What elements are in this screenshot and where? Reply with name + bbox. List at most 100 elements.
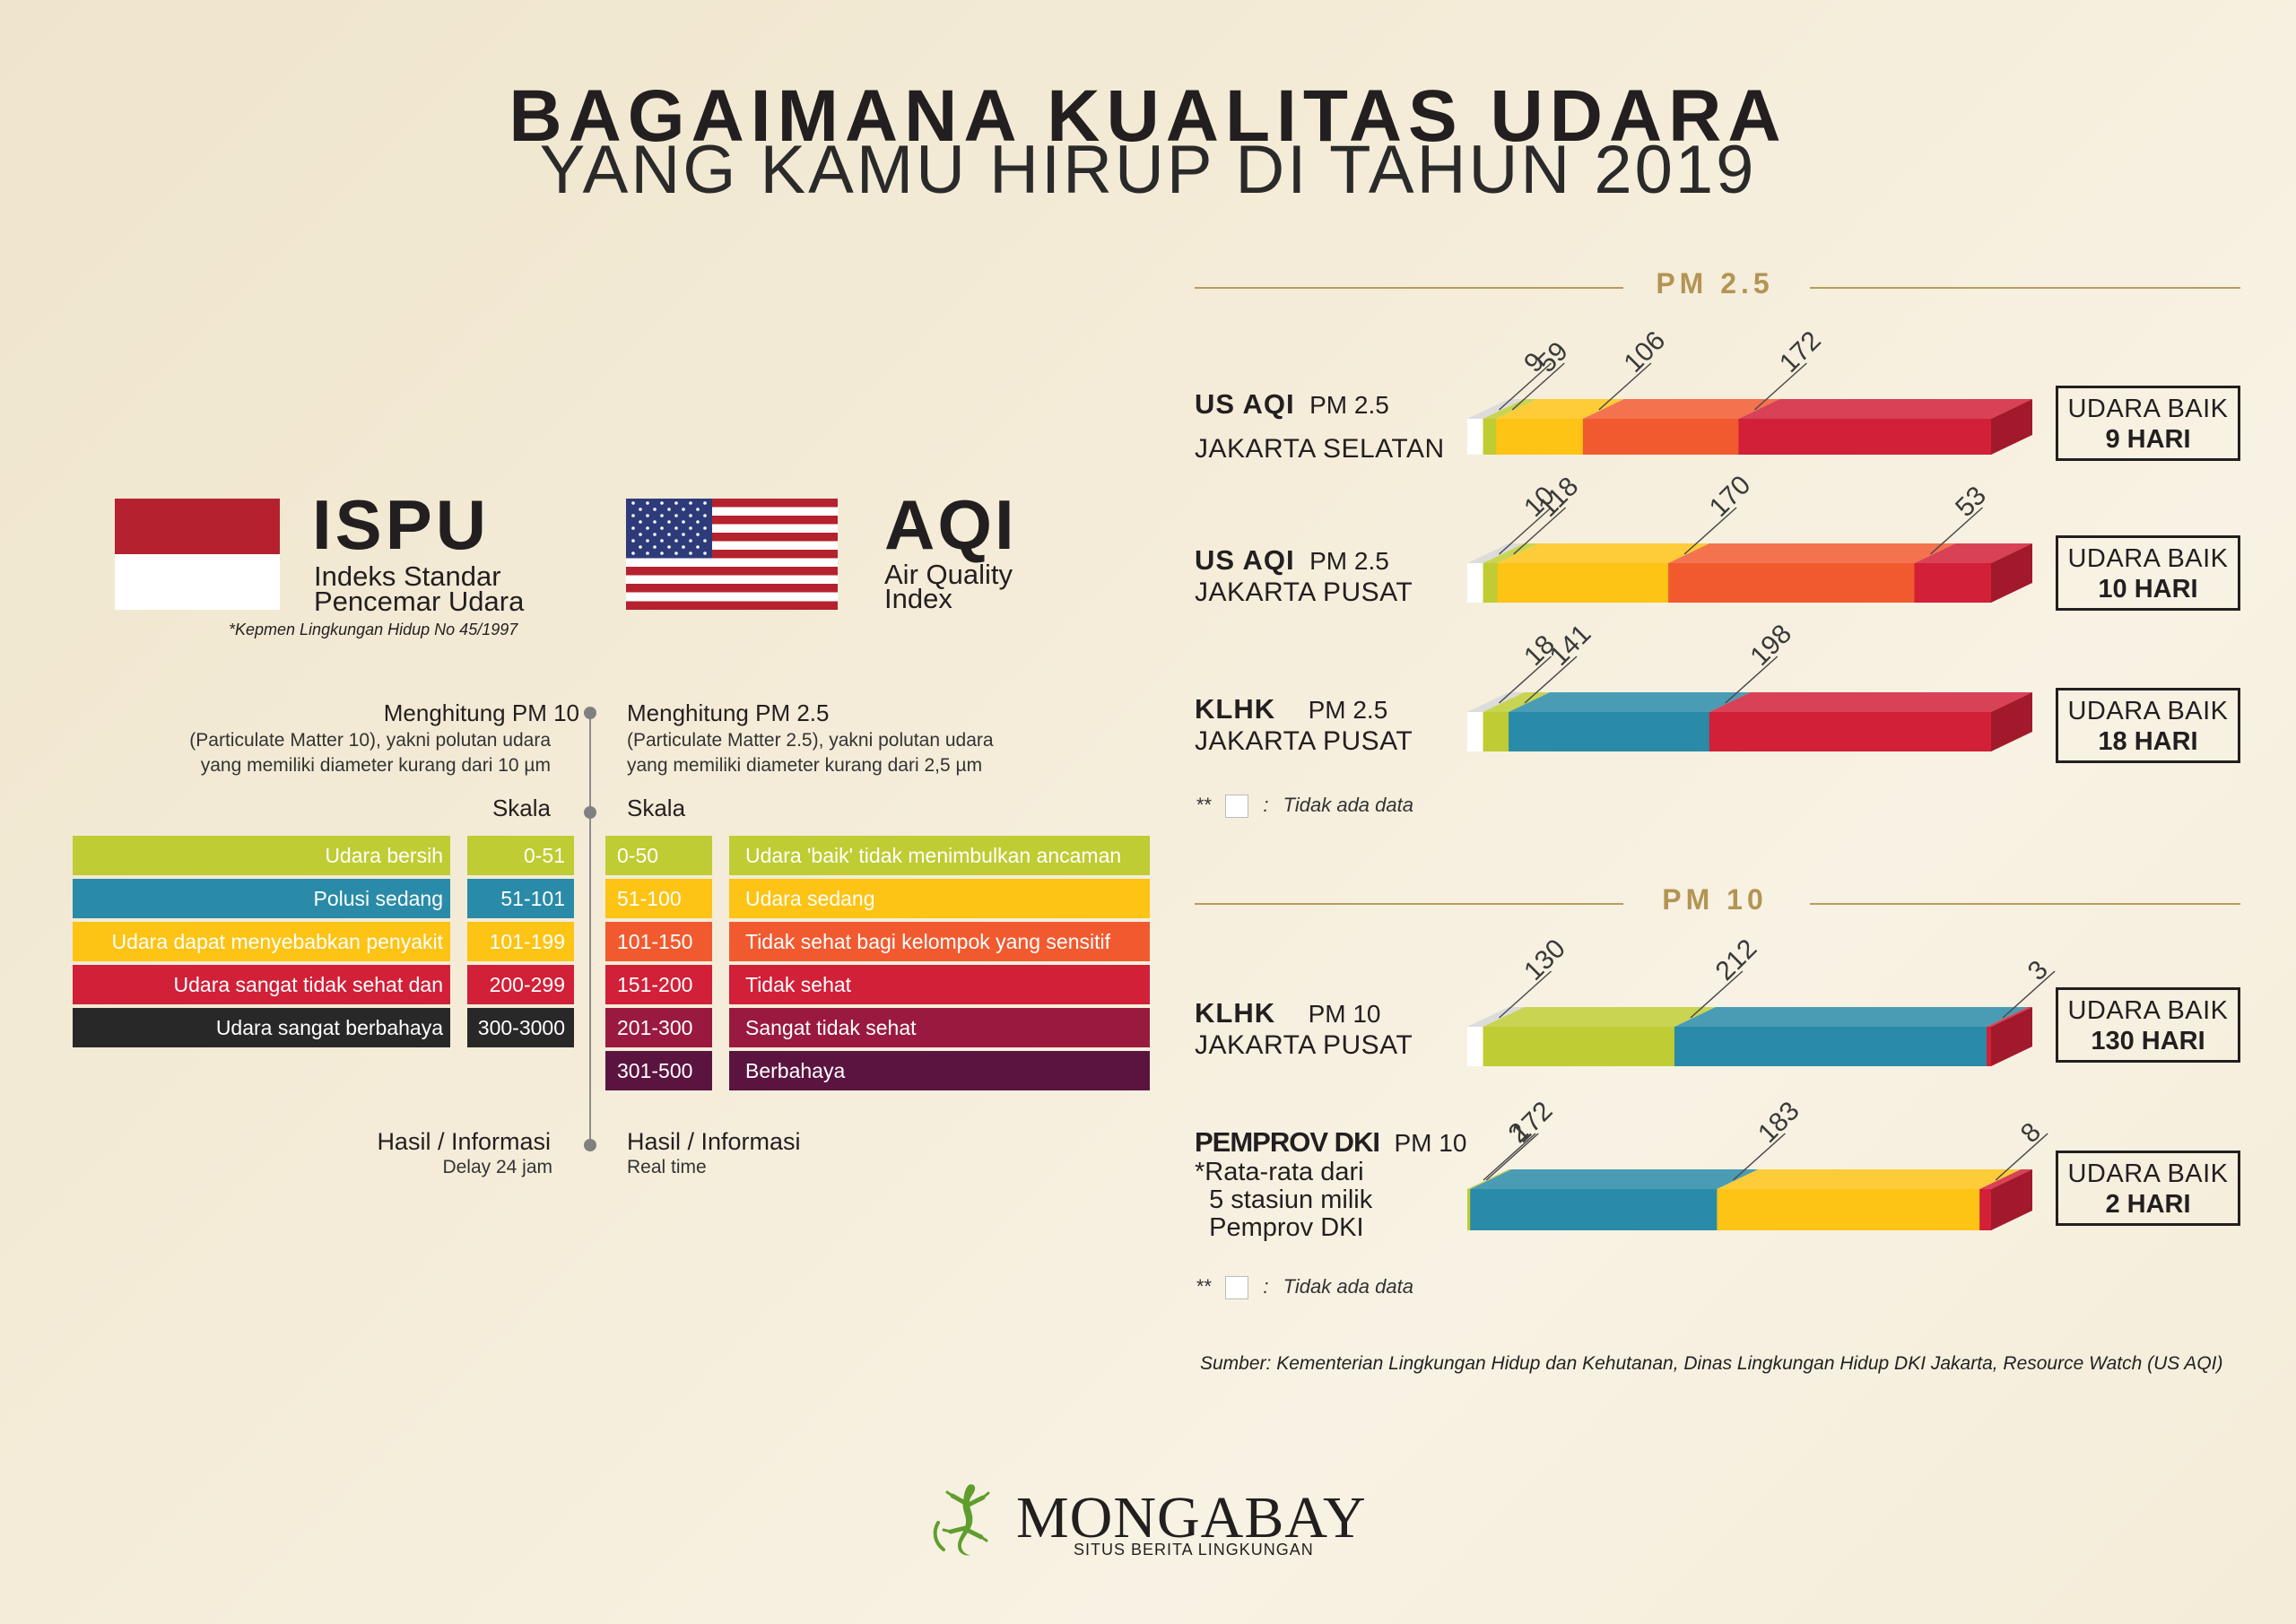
bar-segment [1709,712,1992,751]
flag-star [689,501,692,505]
good-days-label: UDARA BAIK [2067,697,2229,725]
pm10-desc-line-1: (Particulate Matter 10), yakni polutan u… [189,730,551,751]
no-data-text: Tidak ada data [1283,1275,1413,1298]
bar-segment [1738,419,1992,455]
ispu-scale-label: Udara sangat berbahaya [73,1008,450,1047]
flag-star [682,520,685,524]
aqi-title: AQI [884,485,1017,564]
flag-star [653,533,657,536]
bar-segment [1467,1189,1471,1230]
bar-value-label: 141 [1544,619,1597,672]
aqi-scale-range: 301-500 [605,1051,712,1090]
flag-star [703,551,707,555]
value-leader-line [1499,362,1552,411]
bar-segment [1467,419,1484,455]
bar-segment [1914,563,1992,603]
source-name: US AQI [1195,544,1295,576]
bar-value-label: 170 [1704,470,1757,523]
pm25-desc-line-1: (Particulate Matter 2.5), yakni polutan … [627,730,994,751]
bar-segment-top [1496,399,1624,419]
flag-star [703,514,707,517]
source-param: PM 10 [1394,1129,1467,1157]
flag-star [646,526,649,530]
bar-segment-top [1483,543,1539,563]
aqi-result-label: Hasil / Informasi [627,1128,801,1155]
section-divider [1810,287,2240,289]
bar-value-label: 212 [1710,934,1763,986]
ispu-result-label: Hasil / Informasi [377,1128,551,1155]
gecko-logo-icon [933,1484,990,1556]
bar-segment [1483,712,1509,751]
value-leader-line [1995,1133,2048,1181]
page-title: BAGAIMANA KUALITAS UDARA [509,75,1787,157]
flag-star [646,514,649,517]
section-divider [1810,903,2240,905]
value-leader-line [1598,362,1652,411]
bar-segment-top [1709,692,2032,712]
bar-segment-top [1987,1007,2032,1027]
value-leader-line [1683,507,1737,555]
bar-segment-top [1470,1169,1759,1189]
bar-segment-top [1738,399,2032,419]
good-days-label: UDARA BAIK [2067,395,2229,423]
bar-value-label: 106 [1618,326,1671,378]
good-days-value: 9 HARI [2105,425,2191,454]
bar-value-label: 198 [1744,619,1797,672]
aqi-subtitle-1: Air Quality [884,559,1013,590]
good-days-box: UDARA BAIK 10 HARI [2056,535,2240,611]
bar-value-label: 183 [1752,1096,1805,1149]
flag-star [703,526,707,530]
good-days-box: UDARA BAIK 2 HARI [2056,1151,2240,1226]
good-days-box: UDARA BAIK 130 HARI [2056,987,2240,1063]
mongabay-logo-text: MONGABAY [1016,1485,1367,1550]
pm25-section-label: PM 2.5 [1656,267,1774,300]
indonesia-flag-icon [115,499,280,610]
flag-star [653,520,657,524]
usa-flag-icon [626,499,838,610]
flag-star [639,508,642,511]
aqi-scale-range: 151-200 [605,965,712,1004]
good-days-box: UDARA BAIK 9 HARI [2056,386,2240,461]
bar-segment [1467,563,1484,603]
bar-segment [1497,563,1669,603]
bar-value-label: 130 [1518,934,1571,986]
bar-segment-top [1497,543,1710,563]
pm25-desc-line-2: yang memiliki diameter kurang dari 2,5 µ… [627,755,983,776]
value-leader-line [1732,1133,1786,1181]
aqi-scale-heading: Skala [627,795,686,821]
flag-star [682,545,685,549]
flag-star [667,508,671,511]
bar-segment-top [1914,543,2032,563]
good-days-label: UDARA BAIK [2067,544,2229,573]
bar-segment [1467,712,1484,751]
value-leader-line [1499,507,1552,555]
value-leader-line [1753,362,1807,411]
ispu-result-delay: Delay 24 jam [442,1157,552,1177]
value-leader-line [1499,656,1552,704]
value-leader-line [1725,656,1779,704]
flag-star [689,514,692,517]
bar-segment-top [1467,399,1525,419]
value-leader-line [1524,656,1578,704]
pm10-description: (Particulate Matter 10), yakni polutan u… [189,728,551,778]
good-days-label: UDARA BAIK [2067,996,2229,1025]
flag-star [674,551,678,555]
flag-star [639,545,642,549]
good-days-box: UDARA BAIK 18 HARI [2056,688,2240,763]
pm10-desc-line-2: yang memiliki diameter kurang dari 10 µm [200,755,551,776]
flag-star [653,545,657,549]
no-data-prefix: ** [1196,794,1212,816]
page-subtitle: YANG KAMU HIRUP DI TAHUN 2019 [539,132,1757,208]
flag-star [660,526,664,530]
good-days-value: 18 HARI [2098,727,2198,756]
ispu-scale-label: Udara dapat menyebabkan penyakit [73,922,450,961]
chart-source-label: US AQI PM 2.5 [1195,388,1389,421]
timeline-dot [584,806,596,819]
aqi-scale-label: Tidak sehat [729,965,1150,1004]
flag-star [703,539,707,543]
aqi-scale-label: Udara 'baik' tidak menimbulkan ancaman [729,836,1150,875]
flag-star [682,508,685,511]
bar-side [1991,1169,2032,1230]
flag-star [660,514,664,517]
